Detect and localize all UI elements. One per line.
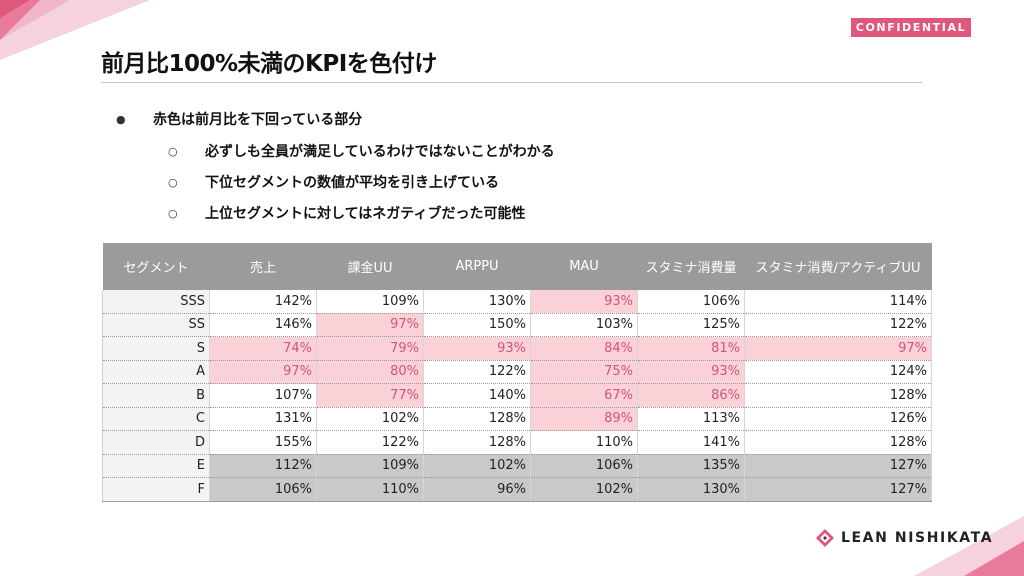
column-header: ARPPU [423,243,531,290]
value-cell: 96% [423,477,531,502]
value-cell: 67% [530,383,638,408]
lean-nishikata-logo-mark-icon [816,529,834,547]
brand-name: LEAN NISHIKATA [841,530,994,546]
value-cell: 97% [209,360,317,384]
value-cell: 93% [637,360,745,384]
value-cell: 114% [744,290,932,314]
value-cell: 97% [316,313,424,337]
value-cell: 102% [530,477,638,502]
column-header: 売上 [209,243,317,290]
value-cell: 109% [316,454,424,478]
value-cell: 122% [744,313,932,337]
kpi-table: セグメント 売上 課金UU ARPPU MAU スタミナ消費量 スタミナ消費/ア… [102,243,932,502]
segment-cell: F [102,477,210,502]
value-cell: 93% [423,336,531,361]
value-cell: 127% [744,477,932,502]
value-cell: 106% [530,454,638,478]
value-cell: 107% [209,383,317,408]
segment-cell: B [102,383,210,408]
table-row: B 107% 77% 140% 67% 86% 128% [102,383,932,408]
corner-decoration-top-left [0,0,150,60]
table-body: SSS 142% 109% 130% 93% 106% 114% SS 146% 97% 150% 1… [102,290,932,502]
bullet-circle-icon: ○ [168,207,178,220]
value-cell: 128% [744,383,932,408]
value-cell: 142% [209,290,317,314]
value-cell: 128% [744,430,932,455]
value-cell: 122% [423,360,531,384]
value-cell: 93% [530,290,638,314]
value-cell: 86% [637,383,745,408]
value-cell: 125% [637,313,745,337]
value-cell: 146% [209,313,317,337]
table-row: E 112% 109% 102% 106% 135% 127% [102,454,932,478]
table-row: S 74% 79% 93% 84% 81% 97% [102,336,932,361]
bullet-subitem: 上位セグメントに対してはネガティブだった可能性 [205,206,526,222]
page-title: 前月比100%未満のKPIを色付け [101,51,437,77]
value-cell: 113% [637,407,745,431]
bullet-subitem: 必ずしも全員が満足しているわけではないことがわかる [205,144,555,160]
column-header: MAU [530,243,638,290]
value-cell: 102% [423,454,531,478]
column-header: 課金UU [316,243,424,290]
value-cell: 122% [316,430,424,455]
segment-cell: SSS [102,290,210,314]
corner-decoration-bottom-right [914,516,1024,576]
value-cell: 135% [637,454,745,478]
table-header-row: セグメント 売上 課金UU ARPPU MAU スタミナ消費量 スタミナ消費/ア… [102,243,932,290]
table-row: C 131% 102% 128% 89% 113% 126% [102,407,932,431]
column-header: セグメント [102,243,210,290]
value-cell: 80% [316,360,424,384]
value-cell: 102% [316,407,424,431]
value-cell: 103% [530,313,638,337]
value-cell: 84% [530,336,638,361]
value-cell: 77% [316,383,424,408]
segment-cell: D [102,430,210,455]
value-cell: 155% [209,430,317,455]
value-cell: 110% [316,477,424,502]
value-cell: 79% [316,336,424,361]
brand-logo: LEAN NISHIKATA [815,528,993,548]
value-cell: 74% [209,336,317,361]
value-cell: 106% [209,477,317,502]
value-cell: 124% [744,360,932,384]
value-cell: 141% [637,430,745,455]
bullet-item: 赤色は前月比を下回っている部分 [153,112,363,128]
value-cell: 106% [637,290,745,314]
table-row: D 155% 122% 128% 110% 141% 128% [102,430,932,455]
segment-cell: A [102,360,210,384]
value-cell: 89% [530,407,638,431]
segment-cell: E [102,454,210,478]
bullet-dot-icon: ● [116,113,126,126]
segment-cell: SS [102,313,210,337]
title-divider [101,82,922,83]
value-cell: 150% [423,313,531,337]
segment-cell: C [102,407,210,431]
column-header: スタミナ消費量 [637,243,745,290]
bullet-circle-icon: ○ [168,176,178,189]
bullet-subitem: 下位セグメントの数値が平均を引き上げている [205,175,499,191]
segment-cell: S [102,336,210,361]
value-cell: 97% [744,336,932,361]
value-cell: 109% [316,290,424,314]
value-cell: 130% [637,477,745,502]
value-cell: 140% [423,383,531,408]
table-row: SSS 142% 109% 130% 93% 106% 114% [102,290,932,314]
value-cell: 128% [423,407,531,431]
value-cell: 112% [209,454,317,478]
value-cell: 126% [744,407,932,431]
value-cell: 130% [423,290,531,314]
column-header: スタミナ消費/アクティブUU [744,243,932,290]
value-cell: 127% [744,454,932,478]
bullet-circle-icon: ○ [168,145,178,158]
value-cell: 128% [423,430,531,455]
value-cell: 131% [209,407,317,431]
table-row: A 97% 80% 122% 75% 93% 124% [102,360,932,384]
table-row: SS 146% 97% 150% 103% 125% 122% [102,313,932,337]
value-cell: 81% [637,336,745,361]
confidential-badge: CONFIDENTIAL [851,18,971,37]
table-row: F 106% 110% 96% 102% 130% 127% [102,477,932,502]
value-cell: 110% [530,430,638,455]
value-cell: 75% [530,360,638,384]
